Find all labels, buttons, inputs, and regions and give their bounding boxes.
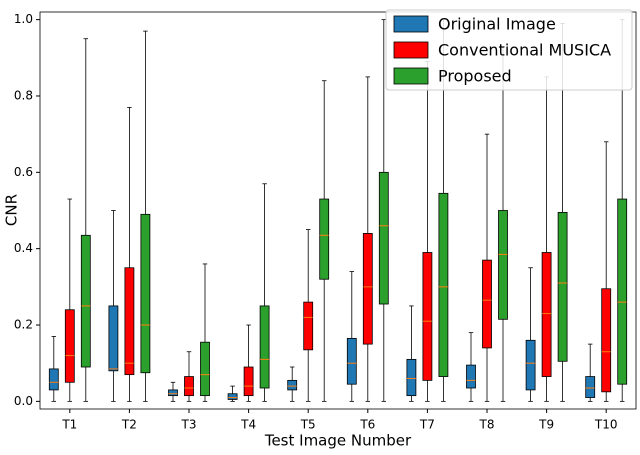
box	[498, 210, 508, 320]
box	[259, 305, 270, 389]
legend-label: Proposed	[438, 67, 512, 86]
box	[227, 393, 238, 400]
legend-label: Original Image	[438, 15, 556, 34]
x-tick-label: T10	[594, 418, 618, 432]
box	[64, 309, 75, 383]
legend-frame	[385, 9, 633, 91]
x-tick-label: T6	[359, 418, 375, 432]
y-tick-label: 0.2	[14, 318, 33, 332]
box	[303, 301, 314, 351]
box	[617, 198, 628, 385]
box	[346, 337, 357, 385]
x-tick-label: T2	[121, 418, 137, 432]
y-axis-label: CNR	[3, 194, 21, 226]
box	[80, 234, 91, 368]
box	[362, 233, 373, 345]
box	[378, 171, 389, 305]
x-tick-label: T3	[181, 418, 197, 432]
y-tick-label: 0.0	[14, 394, 33, 408]
box	[466, 364, 476, 389]
box	[48, 368, 59, 391]
y-tick-label: 1.0	[14, 12, 33, 26]
box	[184, 376, 194, 397]
box	[438, 192, 449, 377]
x-tick-label: T1	[61, 418, 77, 432]
box	[601, 288, 612, 393]
legend: Original Image Conventional MUSICA Propose…	[385, 9, 633, 91]
box	[406, 358, 417, 397]
x-tick-label: T4	[240, 418, 256, 432]
y-tick-label: 0.6	[14, 165, 33, 179]
y-tick-label: 0.8	[14, 88, 33, 102]
legend-swatch	[393, 41, 429, 59]
x-tick-label: T5	[300, 418, 316, 432]
box	[585, 376, 596, 398]
x-axis-label: Test Image Number	[264, 432, 412, 450]
legend-swatch	[393, 15, 429, 33]
box	[422, 252, 433, 381]
box	[482, 259, 492, 349]
box	[557, 212, 568, 362]
box	[168, 389, 178, 397]
box	[200, 341, 210, 397]
x-tick-label: T9	[538, 418, 554, 432]
box	[108, 305, 119, 372]
box	[525, 339, 536, 391]
box	[140, 213, 151, 374]
legend-label: Conventional MUSICA	[438, 41, 611, 60]
box	[287, 379, 298, 391]
box	[541, 252, 552, 377]
box	[243, 366, 254, 397]
x-tick-label: T8	[479, 418, 495, 432]
x-tick-label: T7	[419, 418, 435, 432]
y-tick-label: 0.4	[14, 241, 33, 255]
legend-swatch	[393, 67, 429, 85]
box	[124, 267, 135, 376]
box	[319, 198, 330, 280]
plot-frame	[39, 11, 637, 410]
